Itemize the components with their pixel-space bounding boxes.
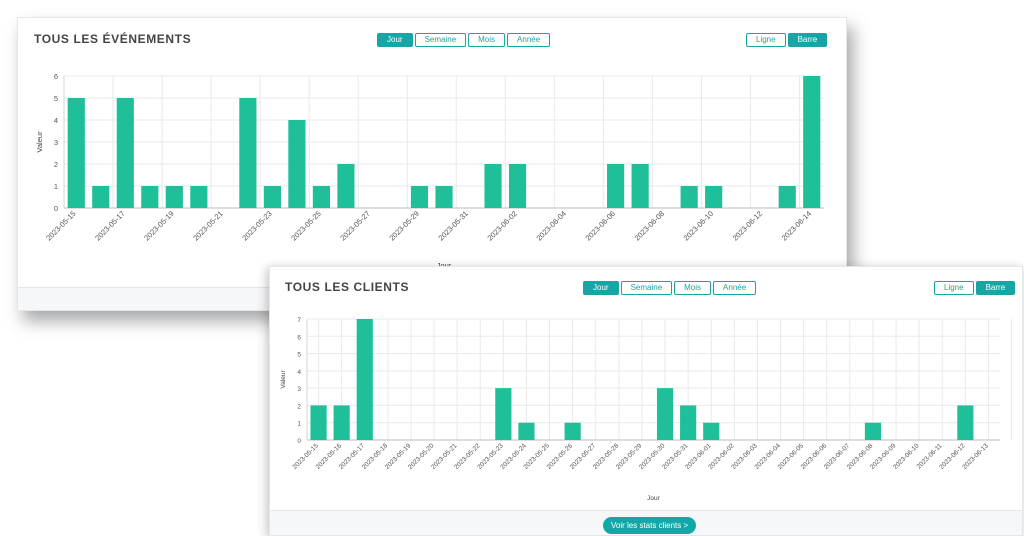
x-tick-label: 2023-05-27 (338, 209, 371, 242)
y-tick-label: 1 (54, 182, 58, 191)
y-tick-label: 2 (297, 403, 301, 410)
bar (310, 405, 327, 440)
events-type-line-button[interactable]: Ligne (746, 33, 786, 47)
x-tick-label: 2023-05-15 (44, 209, 77, 242)
clients-period-week-button[interactable]: Semaine (620, 281, 673, 295)
events-period-week-button[interactable]: Semaine (414, 33, 467, 47)
y-tick-label: 4 (54, 116, 58, 125)
bar (705, 186, 723, 208)
y-tick-label: 1 (297, 421, 301, 428)
x-tick-label: 2023-06-08 (633, 209, 666, 242)
x-tick-label: 2023-06-06 (584, 209, 617, 242)
bar (333, 405, 350, 440)
bar (631, 164, 649, 208)
x-tick-label: 2023-05-19 (142, 209, 175, 242)
bar (680, 186, 698, 208)
clients-card-title: TOUS LES CLIENTS (285, 280, 410, 294)
x-tick-label: 2023-05-21 (191, 209, 224, 242)
clients-period-month-button[interactable]: Mois (674, 281, 712, 295)
bar (356, 319, 373, 440)
x-axis-title: Jour (647, 495, 660, 502)
clients-period-year-button[interactable]: Année (713, 281, 757, 295)
view-client-stats-button[interactable]: Voir les stats clients > (603, 517, 697, 534)
events-type-bar-button[interactable]: Barre (787, 33, 828, 47)
bar (263, 186, 281, 208)
bar (864, 422, 882, 440)
x-tick-label: 2023-06-12 (731, 209, 764, 242)
y-tick-label: 5 (54, 94, 58, 103)
y-tick-label: 0 (297, 438, 301, 445)
bar (508, 164, 527, 208)
bar (803, 76, 821, 208)
clients-bar-chart: 012345672023-05-152023-05-162023-05-1720… (280, 317, 1013, 502)
bar (288, 120, 306, 208)
events-period-buttons: Jour Semaine Mois Année (377, 33, 551, 47)
x-tick-label: 2023-05-23 (240, 209, 273, 242)
bar (957, 405, 974, 440)
bar (656, 388, 674, 440)
x-tick-label: 2023-06-04 (534, 209, 567, 242)
bar (703, 422, 720, 440)
y-tick-label: 4 (297, 369, 301, 376)
x-tick-label: 2023-06-14 (780, 209, 813, 242)
bar (518, 422, 535, 440)
y-axis-title: Valeur (280, 370, 287, 389)
x-tick-label: 2023-06-10 (682, 209, 715, 242)
bar (165, 186, 183, 208)
clients-period-day-button[interactable]: Jour (583, 281, 619, 295)
y-tick-label: 5 (297, 352, 301, 359)
bar (337, 164, 355, 208)
x-tick-label: 2023-05-31 (436, 209, 469, 242)
bar (484, 164, 502, 208)
y-axis-title: Valeur (35, 131, 44, 153)
events-period-month-button[interactable]: Mois (468, 33, 506, 47)
bar (190, 186, 208, 208)
bar (564, 422, 581, 440)
y-tick-label: 6 (54, 72, 58, 81)
x-tick-label: 2023-06-02 (485, 209, 518, 242)
events-bar-chart: 0 1 2 3 4 5 6 2023-05-15 2023-05-17 2023-05-19 202… (35, 72, 824, 270)
y-tick-label: 7 (297, 317, 301, 324)
bar (778, 186, 796, 208)
y-tick-label: 2 (54, 160, 58, 169)
x-tick-label: 2023-05-17 (93, 209, 126, 242)
y-tick-label: 3 (297, 386, 301, 393)
bar (495, 388, 512, 440)
clients-type-buttons: Ligne Barre (934, 281, 1016, 295)
bar (116, 98, 134, 208)
events-period-day-button[interactable]: Jour (377, 33, 413, 47)
bar (312, 186, 330, 208)
bar (239, 98, 257, 208)
bar (435, 186, 453, 208)
bar (607, 164, 625, 208)
y-tick-label: 0 (54, 204, 58, 213)
clients-type-line-button[interactable]: Ligne (934, 281, 974, 295)
y-tick-label: 6 (297, 334, 301, 341)
x-tick-label: 2023-05-29 (387, 209, 420, 242)
bar (410, 186, 429, 208)
clients-card: TOUS LES CLIENTS Jour Semaine Mois Année… (269, 266, 1023, 536)
bar (92, 186, 110, 208)
clients-type-bar-button[interactable]: Barre (975, 281, 1016, 295)
bar (67, 98, 85, 208)
events-type-buttons: Ligne Barre (746, 33, 828, 47)
events-period-year-button[interactable]: Année (507, 33, 551, 47)
y-tick-label: 3 (54, 138, 58, 147)
clients-period-buttons: Jour Semaine Mois Année (583, 281, 757, 295)
x-tick-label: 2023-05-25 (289, 209, 322, 242)
x-axis-title: Jour (437, 261, 452, 270)
bar (680, 405, 697, 440)
bar (141, 186, 159, 208)
events-card-title: TOUS LES ÉVÉNEMENTS (34, 32, 192, 46)
